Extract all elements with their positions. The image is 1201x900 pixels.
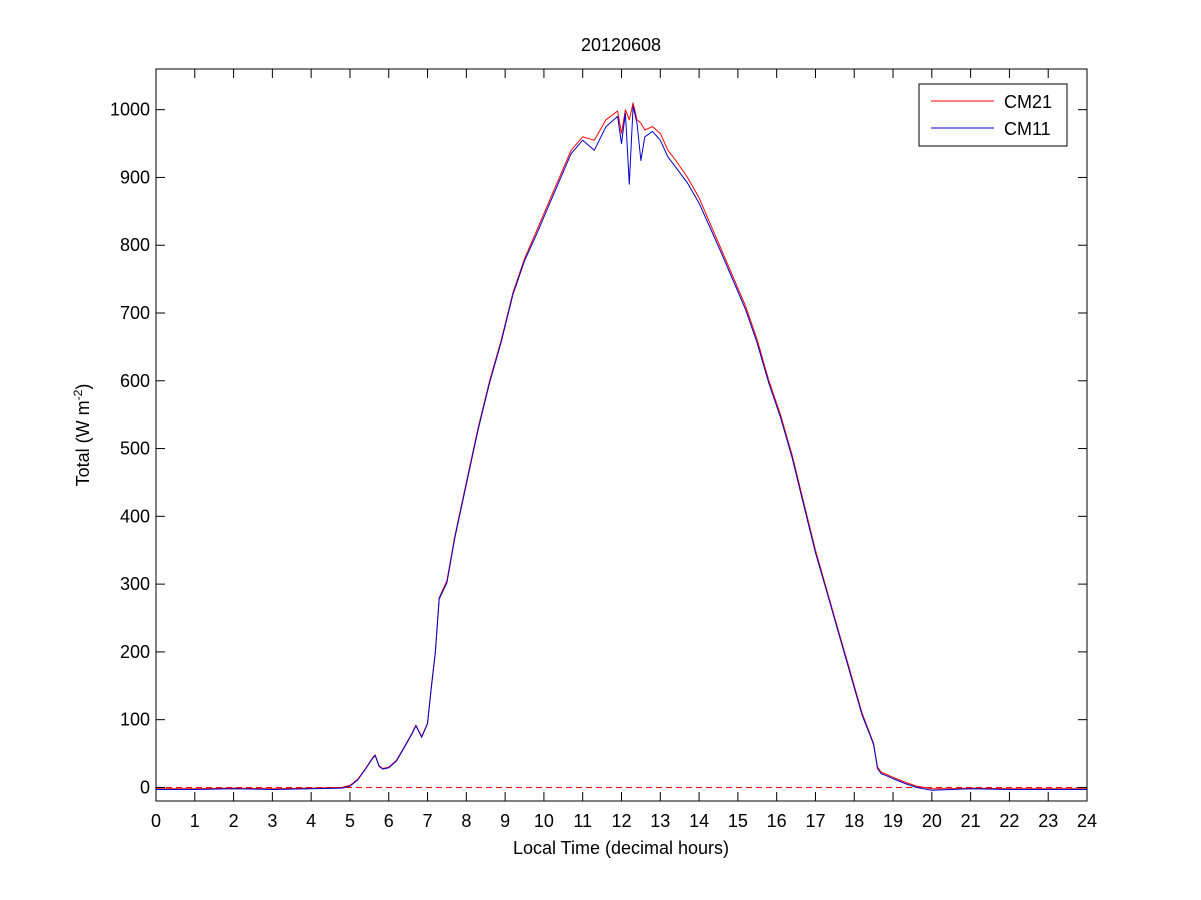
x-tick-label: 15 [728, 811, 748, 831]
y-tick-label: 300 [120, 574, 150, 594]
y-tick-label: 200 [120, 642, 150, 662]
y-tick-label: 400 [120, 506, 150, 526]
x-tick-label: 0 [151, 811, 161, 831]
x-tick-label: 11 [573, 811, 592, 831]
x-tick-label: 23 [1038, 811, 1058, 831]
x-tick-label: 5 [345, 811, 355, 831]
series-line-cm11 [156, 105, 1087, 791]
x-tick-label: 7 [423, 811, 433, 831]
x-tick-label: 22 [999, 811, 1019, 831]
y-axis-label-suffix: ) [73, 384, 93, 390]
x-tick-label: 12 [611, 811, 631, 831]
x-tick-label: 1 [190, 811, 200, 831]
x-axis-label: Local Time (decimal hours) [513, 838, 729, 858]
y-tick-label: 500 [120, 439, 150, 459]
plot-area [156, 102, 1087, 791]
x-tick-label: 2 [229, 811, 239, 831]
x-tick-label: 16 [767, 811, 787, 831]
chart-title: 20120608 [581, 35, 661, 55]
x-tick-label: 4 [306, 811, 316, 831]
y-tick-label: 1000 [110, 100, 150, 120]
x-tick-label: 10 [534, 811, 554, 831]
x-tick-label: 21 [961, 811, 981, 831]
y-tick-label: 700 [120, 303, 150, 323]
y-tick-label: 600 [120, 371, 150, 391]
axis-ticks: 0 1 2 3 4 5 6 7 8 9 10 11 12 13 14 15 16 17 18 19 20 21 22 23 24… [110, 69, 1097, 831]
x-tick-label: 19 [883, 811, 903, 831]
y-tick-label: 800 [120, 235, 150, 255]
y-axis-label-text: Total (W m [73, 400, 93, 486]
series-line-cm21 [156, 102, 1087, 790]
legend-box [918, 83, 1068, 147]
x-tick-label: 20 [922, 811, 942, 831]
y-tick-label: 100 [120, 710, 150, 730]
y-tick-label: 0 [140, 777, 150, 797]
x-tick-label: 8 [461, 811, 471, 831]
legend-label-cm11: CM11 [1004, 119, 1051, 139]
legend: CM21 CM11 [918, 83, 1068, 147]
y-axis-label: Total (W m-2) [71, 384, 93, 487]
x-tick-label: 9 [500, 811, 510, 831]
x-tick-label: 14 [689, 811, 709, 831]
x-tick-label: 24 [1077, 811, 1097, 831]
x-tick-label: 17 [805, 811, 825, 831]
y-axis-label-superscript: -2 [71, 389, 85, 400]
x-tick-label: 13 [650, 811, 670, 831]
x-tick-label: 18 [844, 811, 864, 831]
x-tick-label: 6 [384, 811, 394, 831]
y-tick-label: 900 [120, 167, 150, 187]
x-tick-label: 3 [267, 811, 277, 831]
legend-label-cm21: CM21 [1004, 92, 1052, 112]
